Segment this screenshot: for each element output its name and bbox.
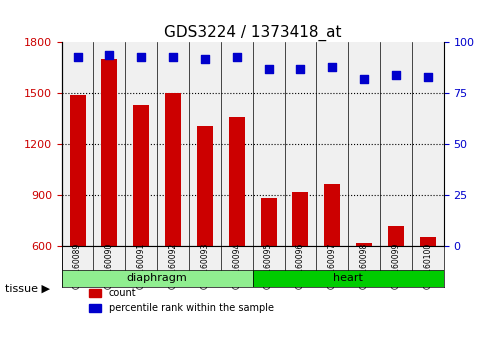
Text: GSM160089: GSM160089 — [73, 243, 82, 289]
Text: GSM160090: GSM160090 — [105, 243, 114, 290]
Text: GSM160099: GSM160099 — [391, 243, 400, 290]
Text: GSM160098: GSM160098 — [359, 243, 369, 289]
Text: GSM160095: GSM160095 — [264, 243, 273, 290]
Text: GSM160091: GSM160091 — [137, 243, 146, 289]
Point — [360, 76, 368, 82]
Text: diaphragm: diaphragm — [127, 273, 187, 284]
Point — [424, 74, 432, 80]
Point — [328, 64, 336, 70]
Point — [73, 54, 81, 59]
Bar — [165, 93, 181, 246]
Bar — [292, 192, 309, 246]
Bar — [102, 59, 117, 246]
Text: tissue ▶: tissue ▶ — [5, 284, 50, 293]
Text: GSM160092: GSM160092 — [169, 243, 177, 289]
Text: GSM160100: GSM160100 — [423, 243, 432, 289]
Point — [233, 54, 241, 59]
Bar — [197, 126, 213, 246]
Text: GSM160097: GSM160097 — [328, 243, 337, 290]
Title: GDS3224 / 1373418_at: GDS3224 / 1373418_at — [164, 25, 342, 41]
Bar — [420, 238, 436, 246]
Bar — [229, 117, 245, 246]
FancyBboxPatch shape — [252, 270, 444, 287]
Text: GSM160094: GSM160094 — [232, 243, 241, 290]
Point — [392, 72, 400, 78]
Legend: count, percentile rank within the sample: count, percentile rank within the sample — [86, 285, 278, 317]
Bar — [133, 105, 149, 246]
Bar — [356, 243, 372, 246]
Bar — [324, 184, 340, 246]
Point — [137, 54, 145, 59]
FancyBboxPatch shape — [62, 270, 252, 287]
Point — [296, 66, 304, 72]
Point — [201, 56, 209, 62]
Bar — [70, 95, 85, 246]
Text: GSM160093: GSM160093 — [200, 243, 210, 290]
Text: heart: heart — [333, 273, 363, 284]
Bar — [261, 199, 277, 246]
Point — [106, 52, 113, 57]
Point — [265, 66, 273, 72]
Text: GSM160096: GSM160096 — [296, 243, 305, 290]
Bar — [388, 225, 404, 246]
Point — [169, 54, 177, 59]
